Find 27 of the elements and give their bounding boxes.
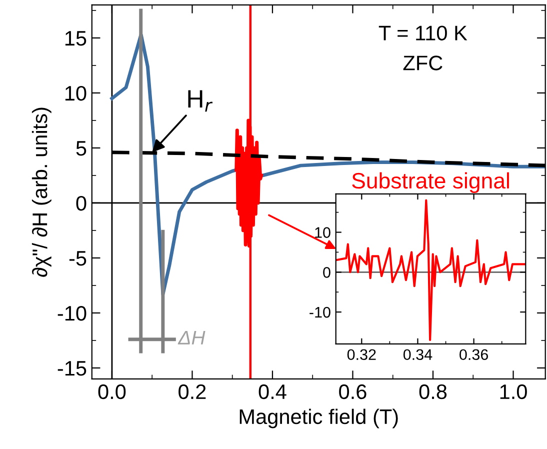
x-tick-label: 0.36 bbox=[460, 349, 488, 360]
chart-title: Substrate signal bbox=[352, 172, 509, 194]
x-tick-label: 0.2 bbox=[178, 384, 206, 400]
y-tick-label: 10 bbox=[315, 227, 330, 238]
annotation: ΔH bbox=[178, 331, 206, 344]
y-axis-title: ∂χ"/ ∂H (arb. units) bbox=[32, 108, 52, 277]
y-tick-label: 15 bbox=[65, 31, 86, 46]
y-tick-label: -10 bbox=[58, 306, 86, 321]
annotation: T = 110 K bbox=[378, 26, 468, 40]
y-tick-label: 10 bbox=[65, 86, 86, 101]
x-tick-label: 0.32 bbox=[347, 349, 376, 360]
x-tick-label: 0.34 bbox=[403, 349, 432, 360]
y-tick-label: -5 bbox=[69, 251, 86, 266]
annotation: H$_{r}$ bbox=[188, 90, 213, 112]
y-tick-label: 0 bbox=[323, 267, 330, 278]
x-axis-title: Magnetic field (T) bbox=[240, 408, 398, 428]
x-tick-label: 0.8 bbox=[419, 384, 447, 400]
line-series bbox=[336, 199, 526, 341]
x-tick-label: 0.4 bbox=[258, 384, 286, 400]
y-tick-label: -10 bbox=[310, 306, 330, 318]
y-tick-label: 0 bbox=[76, 196, 86, 211]
x-tick-label: 0.0 bbox=[98, 384, 126, 400]
x-tick-label: 0.6 bbox=[339, 384, 366, 400]
annotation: ZFC bbox=[403, 56, 442, 70]
y-tick-label: -15 bbox=[58, 361, 86, 376]
y-tick-label: 5 bbox=[76, 141, 86, 156]
x-tick-label: 1.0 bbox=[500, 384, 527, 400]
